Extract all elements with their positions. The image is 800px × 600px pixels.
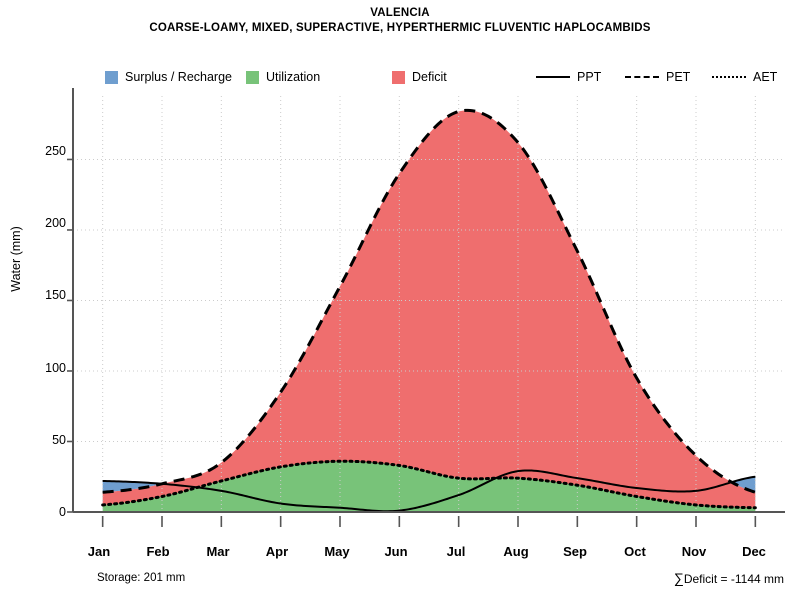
legend-label-surplus: Surplus / Recharge [125,70,233,84]
legend-label-deficit: Deficit [412,70,447,84]
y-tick-200: 200 [45,216,66,230]
deficit-sum-annotation: ∑Deficit = -1144 mm [674,570,784,586]
x-tick-feb: Feb [146,544,170,559]
legend-item-utilization: Utilization [246,68,320,86]
title-line-2: COARSE-LOAMY, MIXED, SUPERACTIVE, HYPERT… [149,22,651,34]
legend-item-surplus: Surplus / Recharge [105,68,232,86]
legend-label-pet: PET [666,70,691,84]
ppt-line-icon [536,71,570,83]
x-tick-may: May [324,544,350,559]
storage-annotation: Storage: 201 mm [97,572,186,584]
legend-label-aet: AET [753,70,778,84]
surplus-swatch-icon [105,70,118,84]
legend-label-ppt: PPT [577,70,602,84]
y-tick-50: 50 [52,433,66,447]
title-line-1: VALENCIA [370,7,430,19]
y-tick-150: 150 [45,288,66,302]
x-tick-nov: Nov [681,544,707,559]
chart-title: VALENCIA COARSE-LOAMY, MIXED, SUPERACTIV… [0,6,800,36]
legend-item-ppt: PPT [536,68,601,86]
x-tick-mar: Mar [206,544,230,559]
sigma-icon: ∑ [673,570,684,586]
utilization-swatch-icon [246,70,259,84]
x-tick-jul: Jul [446,544,466,559]
deficit-sum-text: Deficit = -1144 mm [683,572,784,586]
deficit-swatch-icon [392,70,405,84]
x-tick-dec: Dec [742,544,766,559]
legend-item-pet: PET [625,68,690,86]
y-tick-100: 100 [45,361,66,375]
y-tick-250: 250 [45,144,66,158]
legend-item-deficit: Deficit [392,68,447,86]
x-tick-apr: Apr [265,544,289,559]
pet-line-icon [625,71,659,83]
x-tick-aug: Aug [503,544,529,559]
aet-line-icon [712,71,746,83]
y-tick-labels: 0 50 100 150 200 250 [22,0,66,600]
legend-item-aet: AET [712,68,777,86]
legend-label-utilization: Utilization [266,70,321,84]
x-tick-jan: Jan [87,544,111,559]
x-tick-oct: Oct [624,544,646,559]
y-tick-0: 0 [59,505,66,519]
x-tick-jun: Jun [384,544,408,559]
x-tick-sep: Sep [563,544,587,559]
chart-legend: Surplus / Recharge Utilization Deficit P… [0,68,800,86]
